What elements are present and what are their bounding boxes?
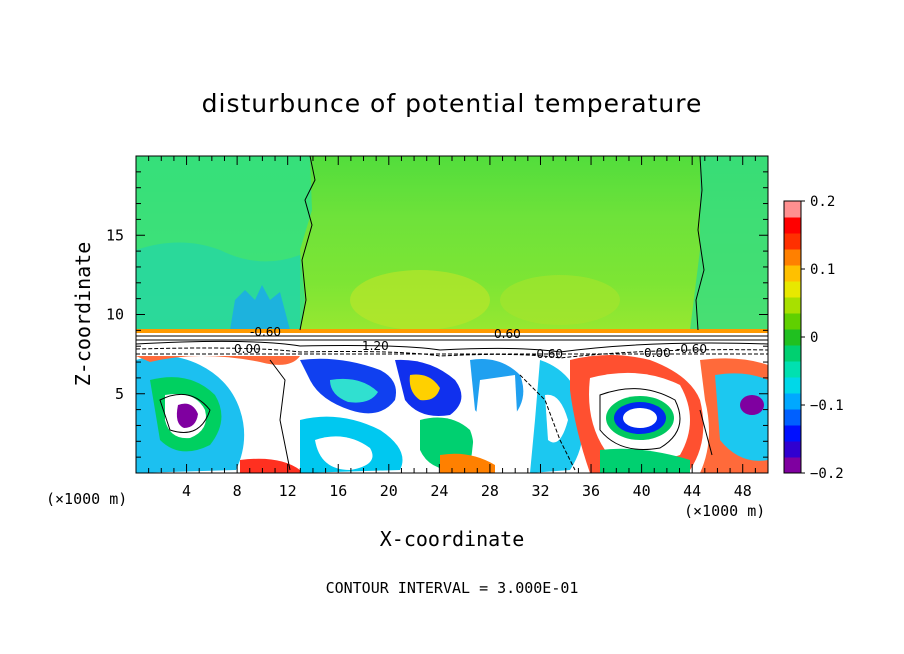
- y-axis-title: Z-coordinate: [71, 242, 95, 387]
- x-tick-label: 16: [329, 482, 347, 500]
- colorbar-tick-label: −0.1: [810, 398, 844, 414]
- colorbar-swatch: [784, 457, 801, 474]
- colorbar-swatch: [784, 345, 801, 362]
- y-tick-label: 15: [106, 226, 124, 244]
- contour-label: 0.00: [234, 342, 261, 356]
- x-tick-label: 4: [182, 482, 191, 500]
- x-tick-label: 32: [531, 482, 549, 500]
- chart-title: disturbunce of potential temperature: [202, 89, 703, 118]
- y-axis: 5 10 15: [106, 171, 768, 458]
- colorbar-swatch: [784, 233, 801, 250]
- colorbar-tick-label: 0.2: [810, 194, 835, 210]
- colorbar-swatch: [784, 425, 801, 442]
- colorbar-swatch: [784, 377, 801, 394]
- colorbar-swatch: [784, 409, 801, 426]
- x-tick-label: 44: [683, 482, 701, 500]
- x-tick-label: 48: [734, 482, 752, 500]
- colorbar-tick-label: 0: [810, 330, 818, 346]
- contour-label: 1.20: [362, 339, 389, 353]
- colorbar-swatch: [784, 361, 801, 378]
- x-unit-right: (×1000 m): [684, 502, 765, 520]
- colorbar-swatch: [784, 281, 801, 298]
- right-cyan-region: [690, 156, 768, 330]
- x-tick-label: 40: [633, 482, 651, 500]
- x-axis: 4 8 12 16 20 24 28 32 36 40 44 48: [148, 156, 756, 500]
- colorbar-swatch: [784, 329, 801, 346]
- x-tick-label: 20: [380, 482, 398, 500]
- troposphere-blobs: [136, 355, 768, 473]
- colorbar-swatch: [784, 441, 801, 458]
- contour-label: -0.60: [250, 325, 281, 339]
- contour-labels: 0.00 -0.60 1.20 0.60 -0.60 0.00 -0.60: [234, 325, 707, 361]
- colorbar-tick-label: −0.2: [810, 466, 844, 482]
- x-unit-left: (×1000 m): [46, 490, 127, 508]
- contours: [136, 156, 768, 471]
- contour-label: -0.60: [676, 342, 707, 356]
- colorbar-swatch: [784, 265, 801, 282]
- colorbar-swatch: [784, 217, 801, 234]
- colorbar-swatch: [784, 201, 801, 218]
- colorbar-swatch: [784, 393, 801, 410]
- colorbar-swatch: [784, 249, 801, 266]
- colorbar-tick-label: 0.1: [810, 262, 835, 278]
- blue-streaks: [230, 285, 290, 330]
- colorbar-swatch: [784, 297, 801, 314]
- y-tick-label: 5: [115, 385, 124, 403]
- contour-interval-note: CONTOUR INTERVAL = 3.000E-01: [326, 579, 579, 597]
- contour-label: 0.00: [644, 346, 671, 360]
- colorbar: −0.2 −0.1 0 0.1 0.2: [783, 194, 844, 482]
- tropopause-band: [136, 329, 768, 333]
- x-axis-title: X-coordinate: [380, 527, 525, 551]
- warm-core-2: [500, 275, 620, 325]
- y-tick-label: 10: [106, 306, 124, 324]
- x-tick-label: 8: [233, 482, 242, 500]
- x-tick-label: 24: [430, 482, 448, 500]
- contour-label: -0.60: [532, 347, 563, 361]
- warm-core: [350, 270, 490, 330]
- x-tick-label: 36: [582, 482, 600, 500]
- plot-area: [136, 156, 768, 473]
- colorbar-swatch: [784, 313, 801, 330]
- contour-label: 0.60: [494, 327, 521, 341]
- inversion-white: [136, 333, 768, 355]
- x-tick-label: 28: [481, 482, 499, 500]
- x-tick-label: 12: [279, 482, 297, 500]
